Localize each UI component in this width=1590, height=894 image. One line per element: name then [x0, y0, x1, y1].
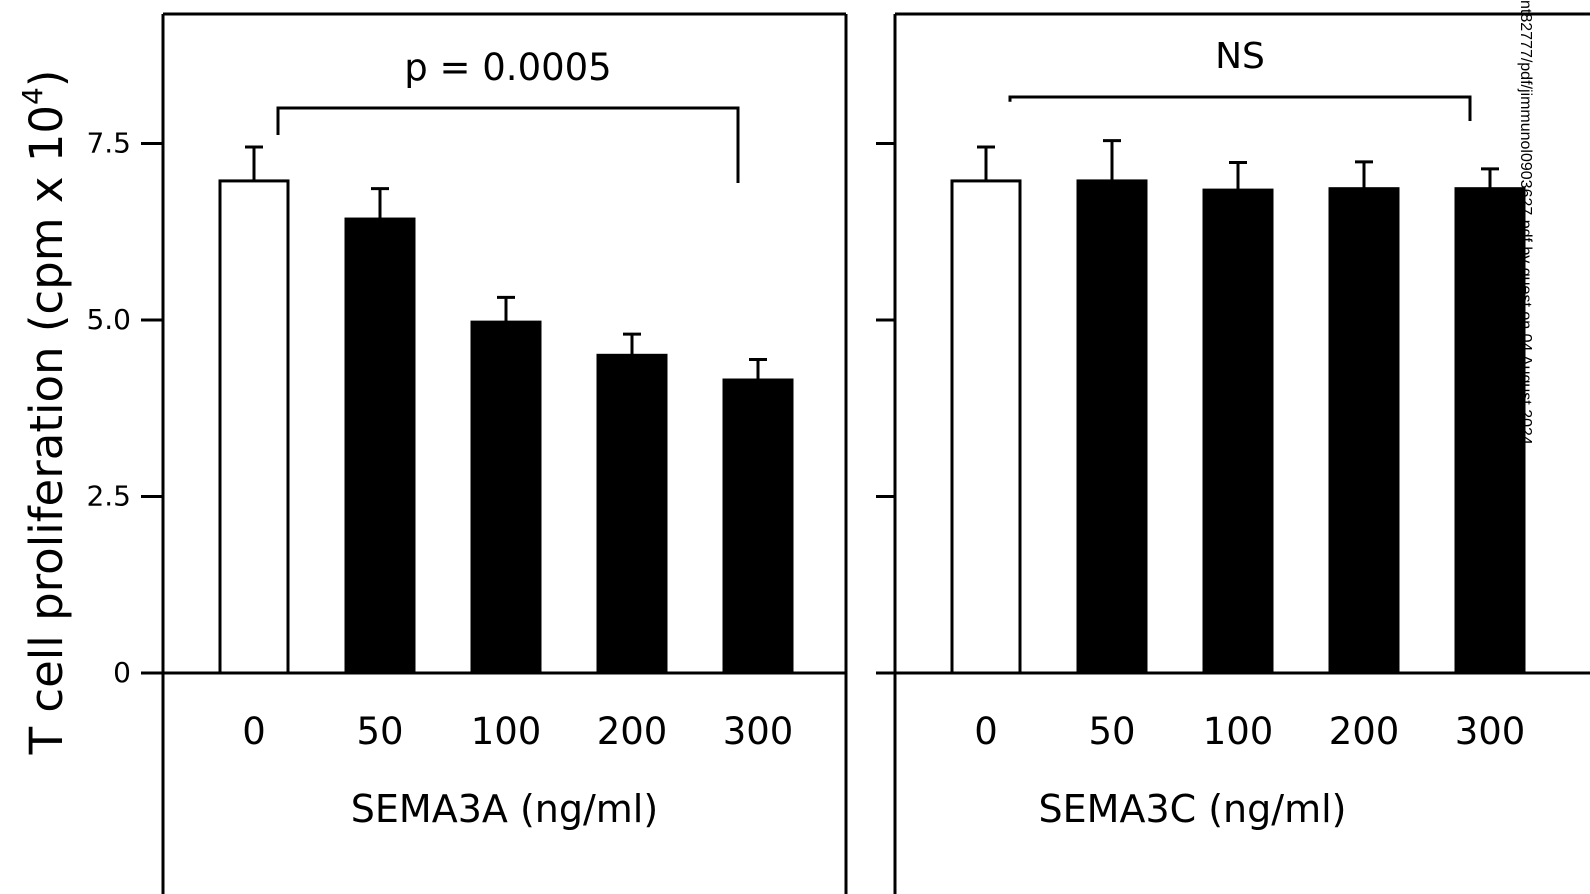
x-tick-label: 50	[1088, 710, 1135, 753]
y-tick-label: 5.0	[86, 303, 131, 336]
bar	[218, 179, 290, 675]
x-tick-label: 200	[1329, 710, 1400, 753]
x-tick-label: 50	[356, 710, 403, 753]
x-tick-label: 200	[597, 710, 668, 753]
bar	[722, 378, 794, 675]
bar	[1328, 187, 1400, 675]
chart-panel-2: 0 50 100 200 300 SEMA3C (ng/ml) NS	[876, 12, 1590, 894]
x-tick-label: 300	[723, 710, 794, 753]
bar	[596, 353, 668, 675]
x-tick-label: 300	[1455, 710, 1526, 753]
watermark-text: nt82777/pdf/jimmunol0903627.pdf by guest…	[1517, 0, 1534, 445]
x-tick-label: 100	[471, 710, 542, 753]
x-tick-label: 0	[974, 710, 998, 753]
y-tick-label: 2.5	[86, 480, 131, 513]
x-tick-label: 100	[1203, 710, 1274, 753]
significance-bracket	[1008, 95, 1472, 121]
x-axis-label: SEMA3C (ng/ml)	[1039, 787, 1347, 831]
bar	[1202, 188, 1274, 675]
significance-label: NS	[1215, 36, 1265, 77]
y-axis-label: T cell proliferation (cpm x 104)	[16, 70, 73, 756]
bar	[1454, 187, 1526, 675]
x-axis-label: SEMA3A (ng/ml)	[351, 787, 658, 831]
x-tick-label: 0	[242, 710, 266, 753]
y-axis-label-close: )	[20, 70, 73, 88]
bar	[344, 217, 416, 675]
y-axis-label-main: T cell proliferation (cpm x 10	[20, 105, 73, 755]
y-tick-label: 7.5	[86, 127, 131, 160]
significance-label: p = 0.0005	[404, 46, 611, 89]
significance-bracket	[276, 106, 740, 183]
y-axis-label-exponent: 4	[16, 87, 49, 105]
bar	[470, 320, 542, 675]
bar	[950, 179, 1022, 675]
y-tick-label: 0	[113, 656, 131, 689]
chart-panel-1: 0 2.5 5.0 7.5 0 50 100 200 300 SEMA3A (ng/ml) p = …	[86, 12, 848, 894]
bar	[1076, 179, 1148, 675]
